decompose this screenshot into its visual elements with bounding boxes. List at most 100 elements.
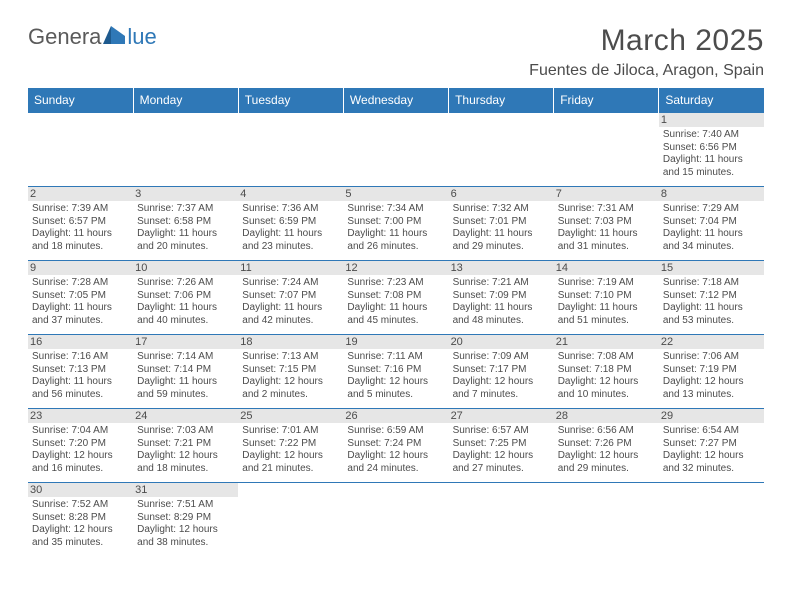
daylight-text: Daylight: 11 hours and 48 minutes. [453, 302, 550, 327]
day-number: 21 [554, 335, 659, 349]
logo-mark-icon [103, 24, 125, 50]
day-info: Sunrise: 7:21 AMSunset: 7:09 PMDaylight:… [453, 277, 550, 327]
sunrise-text: Sunrise: 7:28 AM [32, 277, 129, 290]
calendar-day-cell: 26 Sunrise: 6:59 AMSunset: 7:24 PMDayligh… [343, 409, 448, 483]
logo: Genera lue [28, 24, 157, 50]
daylight-text: Daylight: 12 hours and 2 minutes. [242, 376, 339, 401]
daylight-text: Daylight: 12 hours and 27 minutes. [453, 450, 550, 475]
daylight-text: Daylight: 11 hours and 26 minutes. [347, 228, 444, 253]
sunset-text: Sunset: 7:06 PM [137, 290, 234, 303]
daylight-text: Daylight: 12 hours and 32 minutes. [663, 450, 760, 475]
calendar-day-cell: 15Sunrise: 7:18 AMSunset: 7:12 PMDayligh… [659, 261, 764, 335]
sunset-text: Sunset: 7:04 PM [663, 216, 760, 229]
sunset-text: Sunset: 7:01 PM [453, 216, 550, 229]
sunrise-text: Sunrise: 6:56 AM [558, 425, 655, 438]
day-number: 12 [343, 261, 448, 275]
calendar-day-cell: 9Sunrise: 7:28 AMSunset: 7:05 PMDaylight… [28, 261, 133, 335]
calendar-day-cell: 30 Sunrise: 7:52 AMSunset: 8:28 PMDayligh… [28, 483, 133, 553]
sunset-text: Sunset: 6:57 PM [32, 216, 129, 229]
calendar-day-cell: 3Sunrise: 7:37 AMSunset: 6:58 PMDaylight… [133, 187, 238, 261]
calendar-day-cell: 31 Sunrise: 7:51 AMSunset: 8:29 PMDayligh… [133, 483, 238, 553]
calendar-week-row: 30 Sunrise: 7:52 AMSunset: 8:28 PMDayligh… [28, 483, 764, 553]
day-number: 26 [343, 409, 448, 423]
day-number: 31 [133, 483, 238, 497]
day-number: 30 [28, 483, 133, 497]
calendar-day-cell [238, 483, 343, 553]
day-number: 20 [449, 335, 554, 349]
sunrise-text: Sunrise: 7:18 AM [663, 277, 760, 290]
sunrise-text: Sunrise: 7:24 AM [242, 277, 339, 290]
daylight-text: Daylight: 11 hours and 42 minutes. [242, 302, 339, 327]
day-info: Sunrise: 7:08 AMSunset: 7:18 PMDaylight:… [558, 351, 655, 401]
day-number: 5 [343, 187, 448, 201]
sunset-text: Sunset: 6:58 PM [137, 216, 234, 229]
day-info: Sunrise: 7:51 AMSunset: 8:29 PMDaylight:… [137, 499, 234, 549]
day-number: 24 [133, 409, 238, 423]
calendar-page: Genera lue March 2025 Fuentes de Jiloca,… [0, 0, 792, 568]
day-info: Sunrise: 7:29 AMSunset: 7:04 PMDaylight:… [663, 203, 760, 253]
day-info: Sunrise: 7:24 AMSunset: 7:07 PMDaylight:… [242, 277, 339, 327]
calendar-day-cell [659, 483, 764, 553]
calendar-day-cell: 7Sunrise: 7:31 AMSunset: 7:03 PMDaylight… [554, 187, 659, 261]
calendar-day-cell [554, 113, 659, 187]
day-info: Sunrise: 6:59 AMSunset: 7:24 PMDaylight:… [347, 425, 444, 475]
day-info: Sunrise: 7:23 AMSunset: 7:08 PMDaylight:… [347, 277, 444, 327]
day-number: 15 [659, 261, 764, 275]
day-number: 11 [238, 261, 343, 275]
sunset-text: Sunset: 7:05 PM [32, 290, 129, 303]
day-number: 1 [659, 113, 764, 127]
calendar-day-cell: 21 Sunrise: 7:08 AMSunset: 7:18 PMDayligh… [554, 335, 659, 409]
day-number: 14 [554, 261, 659, 275]
sunset-text: Sunset: 7:00 PM [347, 216, 444, 229]
calendar-day-cell: 28 Sunrise: 6:56 AMSunset: 7:26 PMDayligh… [554, 409, 659, 483]
calendar-day-cell: 17Sunrise: 7:14 AMSunset: 7:14 PMDayligh… [133, 335, 238, 409]
day-info: Sunrise: 7:40 AMSunset: 6:56 PMDaylight:… [663, 129, 760, 179]
day-info: Sunrise: 7:11 AMSunset: 7:16 PMDaylight:… [347, 351, 444, 401]
day-number: 28 [554, 409, 659, 423]
sunrise-text: Sunrise: 7:39 AM [32, 203, 129, 216]
day-info: Sunrise: 7:04 AMSunset: 7:20 PMDaylight:… [32, 425, 129, 475]
daylight-text: Daylight: 11 hours and 20 minutes. [137, 228, 234, 253]
sunset-text: Sunset: 7:24 PM [347, 438, 444, 451]
day-info: Sunrise: 7:39 AMSunset: 6:57 PMDaylight:… [32, 203, 129, 253]
sunrise-text: Sunrise: 7:29 AM [663, 203, 760, 216]
day-info: Sunrise: 7:01 AMSunset: 7:22 PMDaylight:… [242, 425, 339, 475]
calendar-day-cell: 27Sunrise: 6:57 AMSunset: 7:25 PMDayligh… [449, 409, 554, 483]
daylight-text: Daylight: 12 hours and 35 minutes. [32, 524, 129, 549]
day-info: Sunrise: 6:56 AMSunset: 7:26 PMDaylight:… [558, 425, 655, 475]
calendar-week-row: 23 Sunrise: 7:04 AMSunset: 7:20 PMDayligh… [28, 409, 764, 483]
day-number: 29 [659, 409, 764, 423]
daylight-text: Daylight: 11 hours and 40 minutes. [137, 302, 234, 327]
page-header: Genera lue March 2025 Fuentes de Jiloca,… [28, 24, 764, 80]
day-number: 8 [659, 187, 764, 201]
calendar-day-cell: 18 Sunrise: 7:13 AMSunset: 7:15 PMDayligh… [238, 335, 343, 409]
sunrise-text: Sunrise: 7:40 AM [663, 129, 760, 142]
day-number: 18 [238, 335, 343, 349]
calendar-day-cell: 5 Sunrise: 7:34 AMSunset: 7:00 PMDaylight… [343, 187, 448, 261]
sunset-text: Sunset: 7:14 PM [137, 364, 234, 377]
day-number: 10 [133, 261, 238, 275]
sunrise-text: Sunrise: 7:11 AM [347, 351, 444, 364]
sunset-text: Sunset: 7:22 PM [242, 438, 339, 451]
day-number: 23 [28, 409, 133, 423]
daylight-text: Daylight: 11 hours and 15 minutes. [663, 154, 760, 179]
calendar-day-cell: 14Sunrise: 7:19 AMSunset: 7:10 PMDayligh… [554, 261, 659, 335]
calendar-body: 1 Sunrise: 7:40 AMSunset: 6:56 PMDaylight… [28, 113, 764, 553]
day-info: Sunrise: 7:34 AMSunset: 7:00 PMDaylight:… [347, 203, 444, 253]
daylight-text: Daylight: 12 hours and 29 minutes. [558, 450, 655, 475]
sunrise-text: Sunrise: 7:36 AM [242, 203, 339, 216]
logo-text-blue: lue [127, 24, 156, 50]
weekday-header: Sunday [28, 88, 133, 113]
weekday-header: Wednesday [343, 88, 448, 113]
sunset-text: Sunset: 7:07 PM [242, 290, 339, 303]
sunrise-text: Sunrise: 6:59 AM [347, 425, 444, 438]
sunrise-text: Sunrise: 7:19 AM [558, 277, 655, 290]
calendar-day-cell: 20Sunrise: 7:09 AMSunset: 7:17 PMDayligh… [449, 335, 554, 409]
day-number: 2 [28, 187, 133, 201]
day-info: Sunrise: 7:13 AMSunset: 7:15 PMDaylight:… [242, 351, 339, 401]
weekday-header: Thursday [449, 88, 554, 113]
calendar-day-cell: 24Sunrise: 7:03 AMSunset: 7:21 PMDayligh… [133, 409, 238, 483]
sunset-text: Sunset: 7:16 PM [347, 364, 444, 377]
day-number: 7 [554, 187, 659, 201]
day-info: Sunrise: 7:52 AMSunset: 8:28 PMDaylight:… [32, 499, 129, 549]
